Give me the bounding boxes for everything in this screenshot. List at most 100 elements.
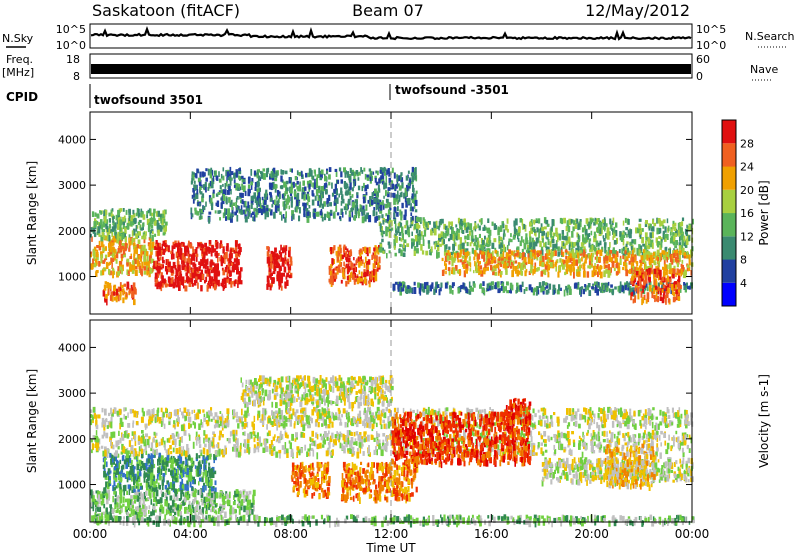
power-cell xyxy=(448,246,451,250)
velocity-cell xyxy=(90,494,94,499)
power-cell xyxy=(593,270,596,276)
power-cell xyxy=(639,233,642,239)
power-cell xyxy=(331,182,333,189)
power-cell xyxy=(156,245,159,251)
power-cell xyxy=(101,240,104,245)
power-cell xyxy=(649,281,652,286)
power-cell xyxy=(347,257,351,262)
power-cell xyxy=(573,220,576,225)
power-cell xyxy=(570,264,573,268)
power-cell xyxy=(633,266,636,272)
power-cell xyxy=(501,221,504,226)
power-cell xyxy=(653,222,657,227)
power-cell xyxy=(414,209,418,213)
power-cell xyxy=(597,242,600,247)
power-cell xyxy=(128,240,132,246)
power-cell xyxy=(639,284,643,289)
power-cell xyxy=(583,248,586,253)
power-cell xyxy=(206,265,209,272)
power-cell xyxy=(546,223,550,227)
power-cell xyxy=(463,218,466,222)
power-cell xyxy=(250,195,254,201)
velocity-cell xyxy=(151,487,154,492)
power-cell xyxy=(532,245,536,252)
velocity-cell xyxy=(164,458,166,462)
power-echo-region xyxy=(630,267,682,306)
power-cell xyxy=(411,288,413,293)
power-cell xyxy=(676,249,679,256)
power-cell xyxy=(440,231,443,237)
velocity-cell xyxy=(128,516,131,523)
power-cell xyxy=(128,247,130,252)
power-cell xyxy=(201,274,204,280)
power-cell xyxy=(544,282,548,286)
power-cell xyxy=(361,211,364,216)
power-cell xyxy=(111,242,114,247)
power-cell xyxy=(159,263,163,268)
power-cell xyxy=(662,294,665,299)
power-cell xyxy=(265,171,268,178)
power-cell xyxy=(569,267,573,273)
power-cell xyxy=(286,260,289,266)
power-cell xyxy=(136,225,139,229)
power-cell xyxy=(163,278,166,284)
power-cell xyxy=(117,248,120,253)
velocity-cell xyxy=(130,495,133,499)
power-cell xyxy=(451,229,454,235)
power-cell xyxy=(400,249,403,257)
power-cell xyxy=(660,241,663,248)
power-cell xyxy=(544,269,547,276)
power-cell xyxy=(240,209,244,215)
power-cell xyxy=(271,204,274,208)
power-cell xyxy=(306,191,310,195)
power-cell xyxy=(228,253,232,260)
power-cell xyxy=(666,234,669,240)
power-cell xyxy=(269,209,273,216)
power-cell xyxy=(457,252,459,257)
power-cell xyxy=(630,262,634,269)
power-cell xyxy=(534,242,538,247)
power-cell xyxy=(612,217,615,223)
power-cell xyxy=(516,269,520,277)
power-cell xyxy=(233,258,237,263)
power-cell xyxy=(243,209,245,215)
power-cell xyxy=(594,246,597,252)
power-cell xyxy=(211,178,214,182)
power-cell xyxy=(668,249,670,255)
power-cell xyxy=(462,249,465,255)
power-cell xyxy=(599,271,603,279)
velocity-cell xyxy=(202,456,205,461)
velocity-cell xyxy=(199,466,202,472)
power-cell xyxy=(511,270,514,278)
power-cell xyxy=(283,200,286,207)
power-cell xyxy=(213,248,217,253)
power-cell xyxy=(127,283,130,290)
power-cell xyxy=(375,211,378,216)
power-cell xyxy=(397,190,399,197)
power-cell xyxy=(194,249,198,255)
power-cell xyxy=(136,259,140,267)
power-cell xyxy=(179,248,183,255)
power-cell xyxy=(412,184,414,189)
power-cell xyxy=(640,255,644,261)
power-cell xyxy=(621,248,624,254)
power-cell xyxy=(179,254,182,260)
velocity-cell xyxy=(164,470,167,475)
power-cell xyxy=(619,235,622,241)
power-cell xyxy=(387,241,391,246)
power-cell xyxy=(528,230,531,237)
power-cell xyxy=(316,174,320,178)
power-cell xyxy=(502,261,506,269)
power-cell xyxy=(594,219,597,224)
power-cell xyxy=(170,253,173,260)
power-cell xyxy=(230,199,233,207)
power-cell xyxy=(372,211,375,216)
power-cell xyxy=(284,203,288,209)
power-cell xyxy=(668,278,672,283)
power-cell xyxy=(610,258,614,263)
power-cell xyxy=(94,258,98,263)
power-cell xyxy=(630,267,633,274)
power-cell xyxy=(115,214,118,221)
velocity-cell xyxy=(95,490,98,494)
power-cell xyxy=(670,268,672,275)
